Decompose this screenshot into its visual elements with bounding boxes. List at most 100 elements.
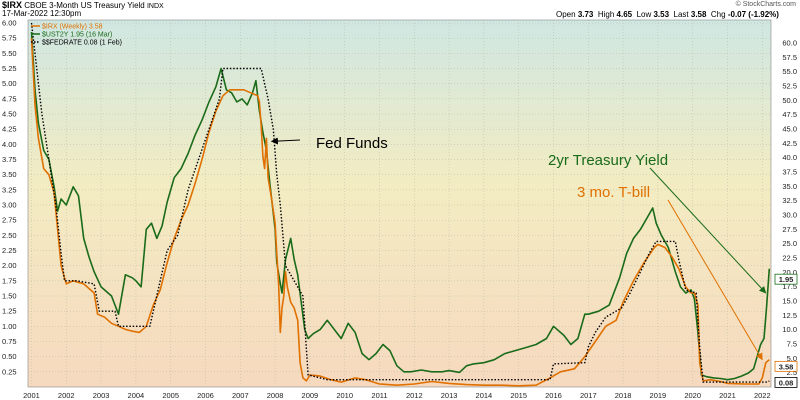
annotation-arrow: [667, 199, 763, 361]
x-tick-label: 2020: [684, 391, 701, 400]
x-tick-label: 2014: [476, 391, 493, 400]
chart-title-bar: $IRX CBOE 3-Month US Treasury Yield INDX: [2, 0, 164, 12]
y-right-tick-label: 32.5: [782, 196, 797, 205]
y-right-tick-label: 50.0: [782, 96, 797, 105]
y-left-tick-label: 6.00: [2, 19, 17, 28]
legend-label: $UST2Y 1.95 (16 Mar): [42, 32, 112, 39]
x-tick-label: 2013: [441, 391, 458, 400]
y-right-tick-label: 2.5: [787, 368, 797, 377]
grid-lines: [28, 20, 771, 387]
y-left-tick-label: 0.75: [2, 337, 17, 346]
legend-label: $$FEDRATE 0.08 (1 Feb): [42, 40, 122, 47]
y-left-tick-label: 0.25: [2, 367, 17, 376]
annotation-arrow: [270, 137, 301, 145]
y-left-tick-label: 4.00: [2, 140, 17, 149]
last-value-badge-label: 1.95: [779, 275, 794, 284]
last-label: Last: [673, 10, 689, 19]
x-tick-label: 2019: [650, 391, 667, 400]
y-right-tick-label: 52.5: [782, 81, 797, 90]
security-title: CBOE 3-Month US Treasury Yield: [24, 1, 145, 10]
y-left-tick-label: 4.75: [2, 94, 17, 103]
y-left-tick-label: 3.25: [2, 185, 17, 194]
y-left-tick-label: 0.50: [2, 352, 17, 361]
series-lines: [30, 22, 771, 387]
y-right-tick-label: 22.5: [782, 253, 797, 262]
y-right-tick-label: 12.5: [782, 311, 797, 320]
chg-label: Chg: [710, 10, 726, 19]
annotation-label: Fed Funds: [316, 135, 388, 152]
x-tick-label: 2008: [267, 391, 284, 400]
y-right-tick-label: 60.0: [782, 38, 797, 47]
last-value-badge: [774, 360, 798, 372]
legend-label: $IRX (Weekly) 3.58: [42, 24, 103, 31]
y-right-tick-label: 17.5: [782, 282, 797, 291]
y-left-tick-label: 5.50: [2, 49, 17, 58]
y-left-tick-label: 2.25: [2, 246, 17, 255]
credit-label: © StockCharts.com: [735, 1, 796, 8]
chart-date: 17-Mar-2022 12:30pm: [2, 9, 82, 18]
y-right-tick-label: 47.5: [782, 110, 797, 119]
y-left-tick-label: 4.25: [2, 125, 17, 134]
right-axis: 2.5 5.0 7.5 10.0 12.5 15.0 17.5 20.0 22.5 25.0 27.…: [782, 38, 797, 377]
y-right-tick-label: 27.5: [782, 225, 797, 234]
y-right-tick-label: 40.0: [782, 153, 797, 162]
x-tick-label: 2003: [93, 391, 110, 400]
y-right-tick-label: 30.0: [782, 210, 797, 219]
y-left-tick-label: 1.25: [2, 307, 17, 316]
y-left-tick-label: 3.50: [2, 170, 17, 179]
x-tick-label: 2021: [719, 391, 736, 400]
annotation-label: 3 mo. T-bill: [577, 184, 650, 201]
y-right-tick-label: 7.5: [787, 339, 797, 348]
y-right-tick-label: 15.0: [782, 296, 797, 305]
x-tick-label: 2009: [302, 391, 319, 400]
last-value-badge: [774, 377, 798, 388]
series-line-fedrate: [30, 22, 770, 383]
annotation-label: 2yr Treasury Yield: [548, 152, 668, 169]
series-line-ust2y: [30, 32, 771, 381]
x-tick-label: 2001: [23, 391, 40, 400]
quote-summary: Open 3.73 High 4.65 Low 3.53 Last 3.58 C…: [556, 10, 779, 20]
y-right-tick-label: 37.5: [782, 167, 797, 176]
y-right-tick-label: 5.0: [787, 354, 797, 363]
x-tick-label: 2010: [336, 391, 353, 400]
annotations: Fed Funds 2yr Treasury Yield 3 mo. T-bill: [270, 135, 767, 361]
chg-value: -0.07 (-1.92%): [727, 10, 779, 19]
series-line-irx: [30, 38, 770, 387]
open-label: Open: [556, 10, 576, 19]
last-value-badge-label: 0.08: [779, 378, 794, 387]
y-right-tick-label: 10.0: [782, 325, 797, 334]
high-value: 4.65: [616, 10, 633, 19]
last-value-badge: [774, 273, 798, 285]
y-left-tick-label: 2.50: [2, 231, 17, 240]
last-value-badge-label: 3.58: [779, 362, 794, 371]
y-left-tick-label: 4.50: [2, 110, 17, 119]
x-tick-label: 2007: [232, 391, 249, 400]
open-value: 3.73: [577, 10, 594, 19]
y-right-tick-label: 20.0: [782, 268, 797, 277]
left-axis: 0.25 0.50 0.75 1.00 1.25 1.50 1.75 2.00 2.25 2.50…: [2, 19, 17, 377]
y-left-tick-label: 5.75: [2, 34, 17, 43]
high-label: High: [597, 10, 615, 19]
x-tick-label: 2016: [545, 391, 562, 400]
x-tick-label: 2015: [510, 391, 527, 400]
y-left-tick-label: 2.75: [2, 216, 17, 225]
x-axis: 2001 2002 2003 2004 2005 2006 2007 2008 2009 2010…: [23, 391, 771, 400]
y-left-tick-label: 3.75: [2, 155, 17, 164]
y-right-tick-label: 42.5: [782, 139, 797, 148]
x-tick-label: 2005: [162, 391, 179, 400]
x-tick-label: 2012: [406, 391, 423, 400]
y-right-tick-label: 45.0: [782, 124, 797, 133]
y-left-tick-label: 3.00: [2, 201, 17, 210]
x-tick-label: 2017: [580, 391, 597, 400]
y-left-tick-label: 1.75: [2, 276, 17, 285]
x-tick-label: 2002: [58, 391, 75, 400]
last-value: 3.58: [690, 10, 707, 19]
y-right-tick-label: 25.0: [782, 239, 797, 248]
annotation-arrow: [649, 167, 767, 294]
y-right-tick-label: 57.5: [782, 53, 797, 62]
low-value: 3.53: [653, 10, 670, 19]
exchange-label: INDX: [146, 3, 164, 10]
last-value-badges: 1.95 3.58 0.08: [774, 273, 798, 388]
